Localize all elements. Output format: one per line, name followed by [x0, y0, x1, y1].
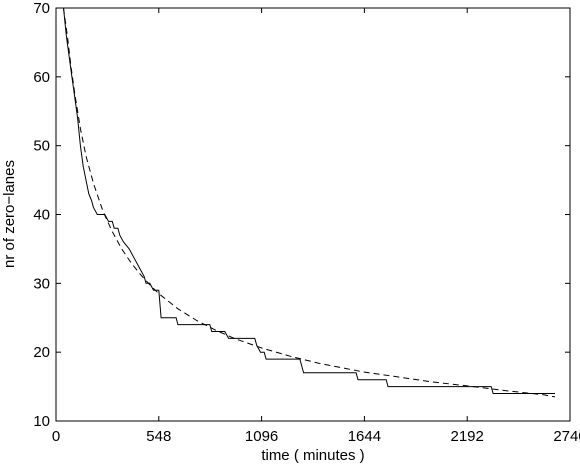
series-line-fit [63, 7, 556, 398]
series-group [63, 7, 556, 398]
y-tick-label: 30 [33, 275, 50, 292]
y-axis-label: nr of zero−lanes [1, 160, 18, 268]
x-tick-label: 0 [52, 428, 60, 445]
x-tick-label: 548 [146, 428, 171, 445]
y-tick-label: 50 [33, 138, 50, 155]
y-tick-label: 40 [33, 207, 50, 224]
axis-ticks [55, 7, 571, 422]
x-tick-label: 1644 [348, 428, 381, 445]
y-tick-label: 20 [33, 344, 50, 361]
tick-labels: 0 548 1096 1644 2192 2740 10 20 30 40 50 60 70 [33, 0, 580, 445]
y-tick-label: 10 [33, 413, 50, 430]
series-line-data [63, 7, 555, 394]
plot-area [55, 7, 571, 422]
x-tick-label: 1096 [245, 428, 278, 445]
x-tick-label: 2192 [451, 428, 484, 445]
x-axis-label: time ( minutes ) [261, 447, 364, 464]
y-tick-label: 70 [33, 0, 50, 17]
y-tick-label: 60 [33, 69, 50, 86]
x-tick-label: 2740 [553, 428, 580, 445]
